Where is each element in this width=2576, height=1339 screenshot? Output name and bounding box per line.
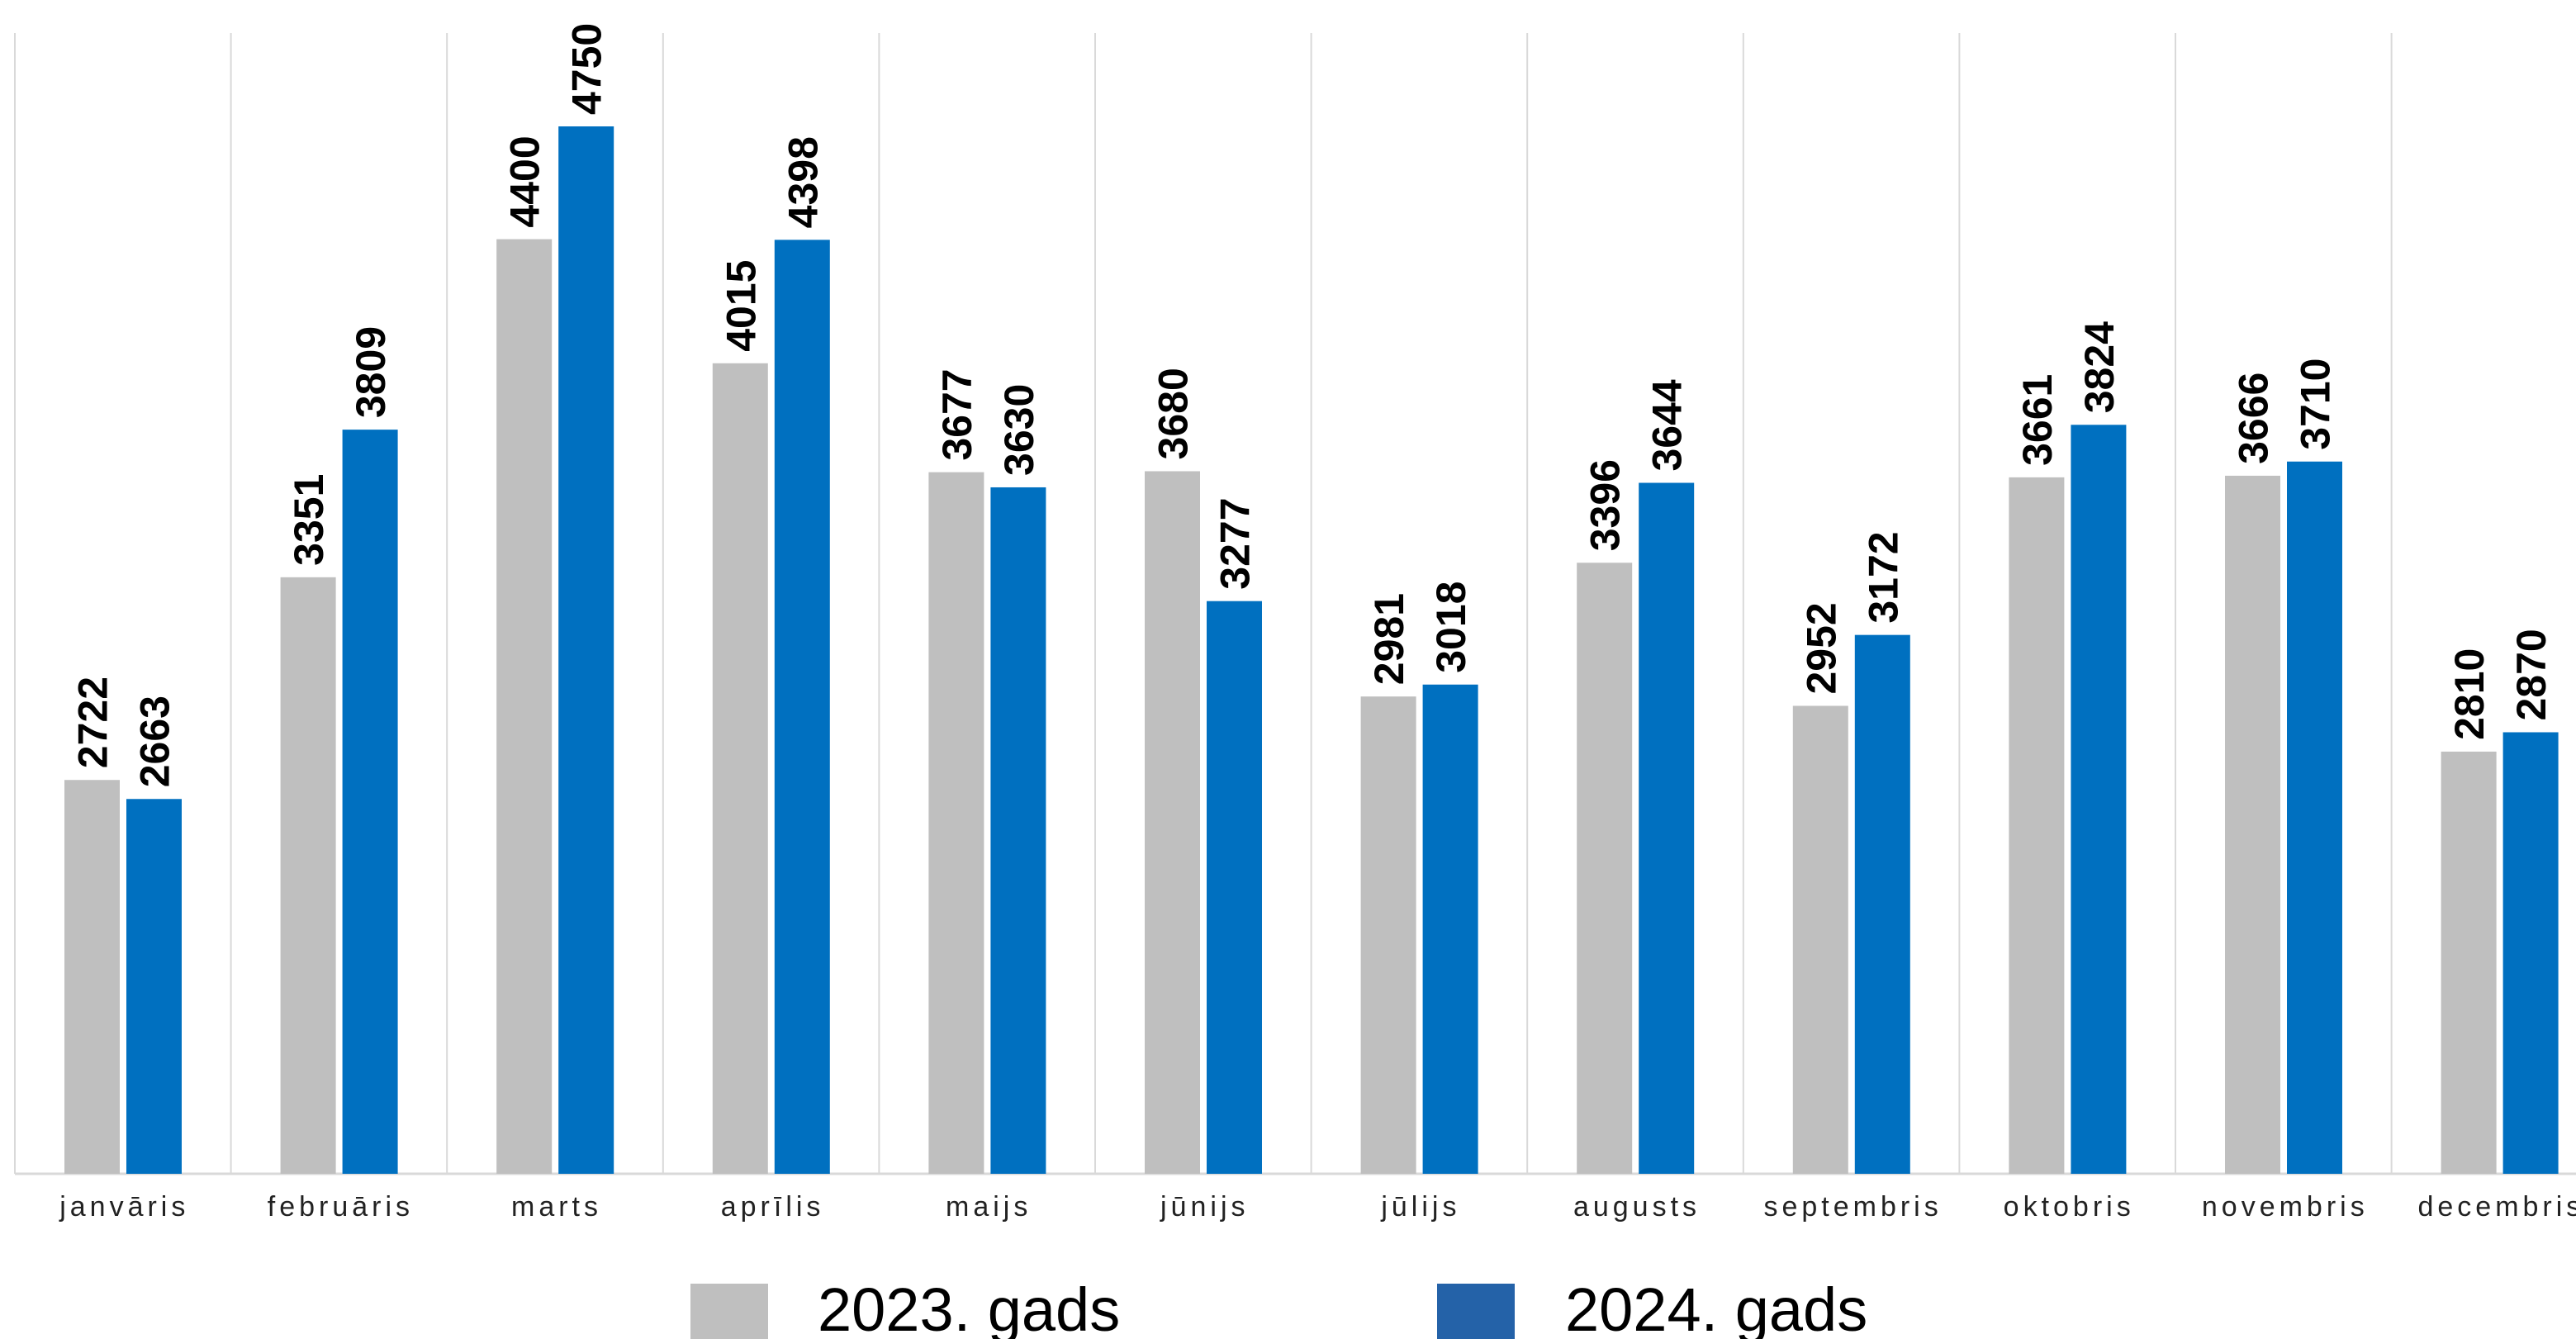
bar-series-1	[2225, 475, 2280, 1174]
bar-series-1	[1145, 471, 1200, 1174]
bar-series-2	[2071, 425, 2127, 1174]
bar-series-1	[1792, 705, 1848, 1174]
data-label: 3351	[286, 474, 332, 566]
data-label: 2952	[1798, 602, 1844, 694]
data-label: 3666	[2231, 373, 2277, 464]
bar-series-2	[558, 126, 614, 1174]
data-label: 2981	[1366, 593, 1412, 685]
data-label: 3710	[2293, 358, 2339, 450]
data-label: 3680	[1150, 368, 1197, 459]
bars-layer	[64, 126, 2559, 1175]
data-label: 2870	[2508, 629, 2555, 720]
x-tick-label: janvāris	[59, 1191, 189, 1223]
bar-series-2	[1422, 684, 1478, 1174]
data-label: 3644	[1644, 379, 1691, 471]
data-label: 4398	[780, 136, 826, 228]
bar-series-2	[2287, 461, 2342, 1174]
legend-swatch	[1437, 1284, 1515, 1339]
data-label: 4750	[564, 23, 610, 115]
bar-series-1	[2441, 751, 2497, 1174]
bar-series-2	[990, 487, 1046, 1174]
data-label: 3677	[934, 368, 980, 460]
x-axis: janvāris februāris marts aprīlis maijs jūnijs…	[59, 1191, 2576, 1223]
x-tick-label: septembris	[1763, 1191, 1942, 1223]
data-label: 2722	[70, 677, 116, 768]
data-label: 4015	[718, 260, 764, 352]
value-labels-layer: 2722 2663 3351 3809 4400 4750 4015 4398 3677 3630…	[70, 23, 2555, 787]
x-tick-label: decembris	[2417, 1191, 2576, 1223]
data-label: 3396	[1582, 459, 1629, 551]
x-tick-label: oktobris	[2004, 1191, 2135, 1223]
x-tick-label: jūnijs	[1160, 1191, 1249, 1223]
x-tick-label: novembris	[2202, 1191, 2369, 1223]
bar-series-1	[64, 780, 120, 1174]
data-label: 2663	[132, 696, 178, 787]
x-tick-label: aprīlis	[721, 1191, 825, 1223]
x-tick-label: jūlijs	[1380, 1191, 1460, 1223]
legend: 2023. gads 2024. gads	[690, 1275, 1867, 1339]
data-label: 2810	[2446, 648, 2493, 740]
bar-series-1	[712, 363, 768, 1175]
data-label: 4400	[502, 135, 548, 227]
grid-layer	[14, 33, 2576, 1175]
bar-series-1	[496, 239, 553, 1174]
data-label: 3018	[1428, 582, 1474, 673]
bar-series-2	[1207, 601, 1262, 1174]
bar-series-1	[928, 472, 984, 1174]
bar-series-1	[2009, 477, 2065, 1174]
legend-swatch	[690, 1284, 768, 1339]
bar-series-2	[342, 430, 398, 1174]
legend-label: 2023. gads	[818, 1275, 1120, 1339]
bar-series-2	[2502, 732, 2559, 1174]
data-label: 3277	[1212, 497, 1259, 589]
x-tick-label: marts	[511, 1191, 602, 1223]
bar-series-2	[774, 240, 830, 1174]
legend-label: 2024. gads	[1565, 1275, 1867, 1339]
bar-series-1	[1360, 696, 1416, 1174]
x-tick-label: augusts	[1573, 1191, 1701, 1223]
data-label: 3824	[2076, 321, 2123, 413]
bar-series-1	[1577, 563, 1633, 1174]
bar-series-2	[1854, 634, 1910, 1174]
x-tick-label: februāris	[268, 1191, 414, 1223]
bar-series-2	[126, 799, 182, 1174]
data-label: 3172	[1860, 531, 1906, 623]
bar-series-1	[280, 577, 336, 1174]
x-tick-label: maijs	[946, 1191, 1032, 1223]
data-label: 3630	[996, 384, 1042, 476]
data-label: 3661	[2014, 374, 2061, 466]
data-label: 3809	[348, 326, 394, 418]
bar-series-2	[1639, 482, 1695, 1174]
